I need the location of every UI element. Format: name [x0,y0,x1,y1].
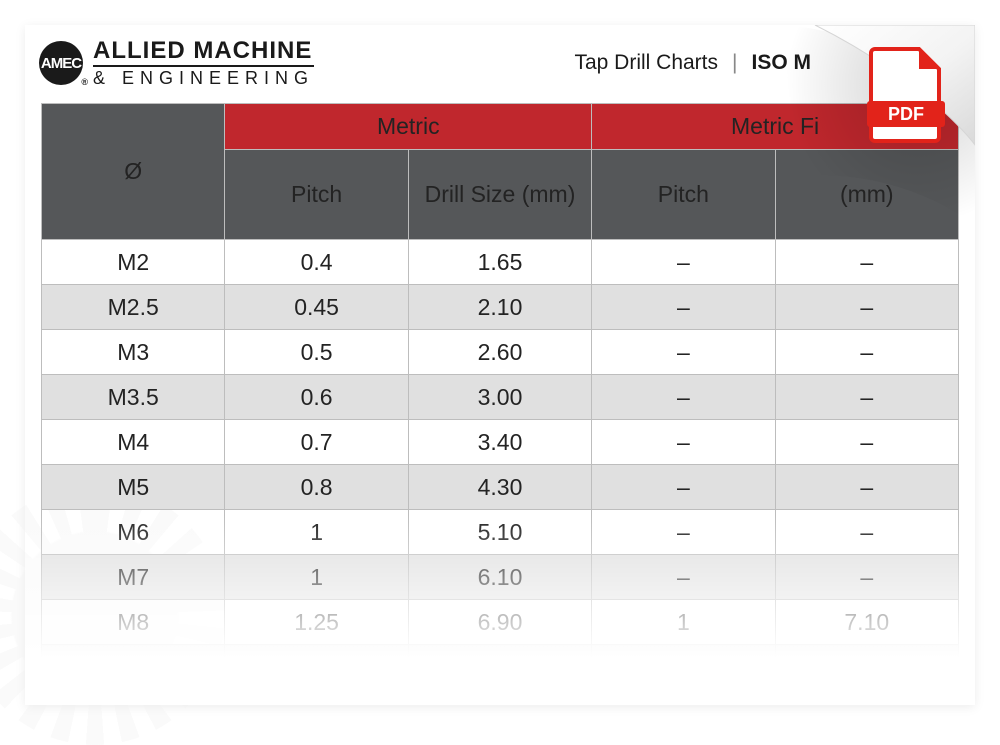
group-header-metric: Metric [225,104,592,150]
pdf-icon[interactable]: PDF [867,47,945,143]
table-cell: – [592,420,775,465]
table-cell: – [775,465,958,510]
table-cell: 5.10 [408,510,591,555]
table-cell: M7 [42,555,225,600]
table-cell: 0.45 [225,285,408,330]
table-cell: – [775,330,958,375]
table-cell: 0.5 [225,330,408,375]
table-cell: – [775,510,958,555]
table-cell: 1 [225,510,408,555]
col-header-drill-1: Drill Size (mm) [408,150,591,240]
brand-logo: AMEC ALLIED MACHINE & ENGINEERING [39,39,314,87]
table-cell: 0.7 [225,420,408,465]
table-cell: – [775,240,958,285]
table-cell: M3.5 [42,375,225,420]
table-row: M40.73.40–– [42,420,959,465]
col-header-pitch-2: Pitch [592,150,775,240]
table-cell: 0.8 [225,465,408,510]
table-row: M101.58.701.258.90 [42,645,959,690]
table-row: M30.52.60–– [42,330,959,375]
title-right: ISO M [751,51,811,75]
table-cell: M6 [42,510,225,555]
table-row: M20.41.65–– [42,240,959,285]
table-cell: 1.25 [225,600,408,645]
table-cell: – [775,285,958,330]
table-cell: 8.70 [408,645,591,690]
table-cell: 1.5 [225,645,408,690]
pdf-label: PDF [888,104,924,124]
table-row: M50.84.30–– [42,465,959,510]
table-cell: – [592,285,775,330]
table-cell: – [592,555,775,600]
table-cell: – [592,465,775,510]
brand-line-1: ALLIED MACHINE [93,39,314,63]
table-cell: 2.10 [408,285,591,330]
table-cell: 6.90 [408,600,591,645]
title-separator: | [732,51,737,75]
col-header-drill-2: (mm) [775,150,958,240]
table-cell: 6.10 [408,555,591,600]
table-body: M20.41.65––M2.50.452.10––M30.52.60––M3.5… [42,240,959,690]
table-cell: – [592,330,775,375]
table-cell: M2 [42,240,225,285]
table-cell: 4.30 [408,465,591,510]
table-row: M716.10–– [42,555,959,600]
table-cell: M10 [42,645,225,690]
table-cell: 1 [592,600,775,645]
table-cell: – [775,555,958,600]
title-left: Tap Drill Charts [574,51,718,75]
table-cell: 1 [225,555,408,600]
table-cell: – [592,510,775,555]
document-page: AMEC ALLIED MACHINE & ENGINEERING Tap Dr… [25,25,975,705]
tap-drill-table: Ø Metric Metric Fi Pitch Drill Size (mm)… [41,103,959,690]
table-cell: 7.10 [775,600,958,645]
col-header-diameter: Ø [42,104,225,240]
table-cell: M2.5 [42,285,225,330]
page-header: AMEC ALLIED MACHINE & ENGINEERING Tap Dr… [25,25,975,97]
table-cell: – [592,375,775,420]
table-cell: 0.6 [225,375,408,420]
brand-line-2: & ENGINEERING [93,65,314,87]
col-header-pitch-1: Pitch [225,150,408,240]
brand-text: ALLIED MACHINE & ENGINEERING [93,39,314,87]
table-cell: M3 [42,330,225,375]
brand-badge-icon: AMEC [39,41,83,85]
table-cell: 3.00 [408,375,591,420]
table-cell: 0.4 [225,240,408,285]
table-cell: 1.65 [408,240,591,285]
table-cell: 8.90 [775,645,958,690]
table-cell: 3.40 [408,420,591,465]
table-cell: – [775,420,958,465]
table-cell: M4 [42,420,225,465]
table-cell: – [775,375,958,420]
table-cell: 2.60 [408,330,591,375]
table-cell: 1.25 [592,645,775,690]
table-cell: – [592,240,775,285]
table-row: M2.50.452.10–– [42,285,959,330]
table-row: M615.10–– [42,510,959,555]
table-row: M3.50.63.00–– [42,375,959,420]
table-cell: M5 [42,465,225,510]
table-row: M81.256.9017.10 [42,600,959,645]
table-cell: M8 [42,600,225,645]
